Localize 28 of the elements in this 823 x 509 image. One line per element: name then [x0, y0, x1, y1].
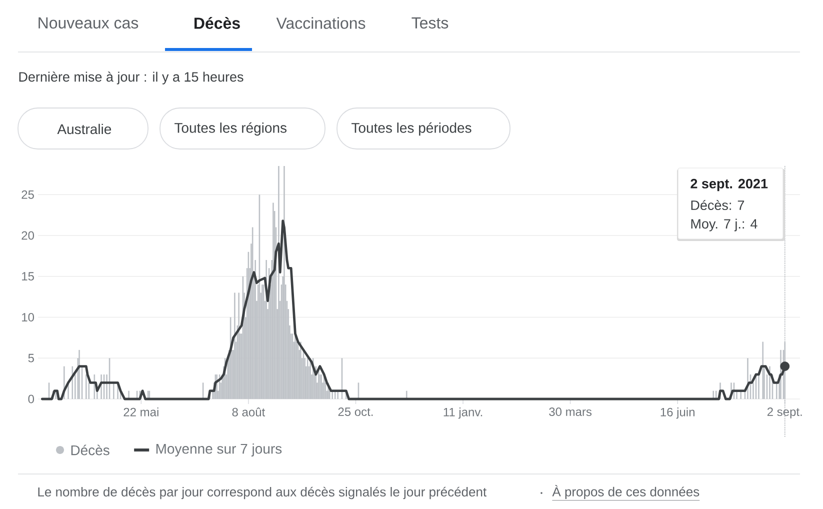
text: Le nombre de décès par jour correspond aux décès signalés le jour précédent	[38, 486, 486, 500]
text: À propos de ces données	[552, 484, 700, 499]
x-tick-label: 30 mars	[549, 408, 592, 416]
annotation: Décès: 7	[691, 200, 744, 210]
y-tick-label: 10	[22, 312, 34, 322]
x-tick-label: 11 janv.	[444, 408, 482, 419]
y-tick-label: 20	[22, 231, 34, 240]
text: Toutes les périodes	[352, 122, 472, 136]
x-tick-label: 25 oct.	[338, 408, 373, 416]
legend-label: Moyenne sur 7 jours	[156, 443, 282, 457]
y-tick-label: 15	[22, 272, 34, 281]
annotation: Moy. 7 j.: 4	[691, 218, 758, 232]
x-tick-label: 16 juin	[660, 408, 694, 419]
x-tick-label: 8 août	[232, 408, 266, 416]
annotation: 2 sept. 2021	[690, 178, 768, 192]
text: Australie	[57, 124, 112, 134]
text: Tests	[412, 17, 448, 29]
x-tick-label: 22 mai	[124, 408, 158, 416]
text: Nouveaux cas	[38, 17, 138, 29]
x-tick-label: 2 sept.	[767, 408, 802, 418]
text: Décès	[194, 17, 240, 29]
legend-label: Décès	[71, 444, 110, 456]
y-tick-label: 5	[28, 354, 34, 362]
text: Toutes les régions	[174, 122, 287, 136]
y-tick-label: 25	[22, 190, 34, 199]
y-tick-label: 0	[28, 394, 34, 404]
text: Dernière mise à jour : il y a 15 heures	[19, 72, 244, 84]
text: Vaccinations	[276, 17, 366, 29]
